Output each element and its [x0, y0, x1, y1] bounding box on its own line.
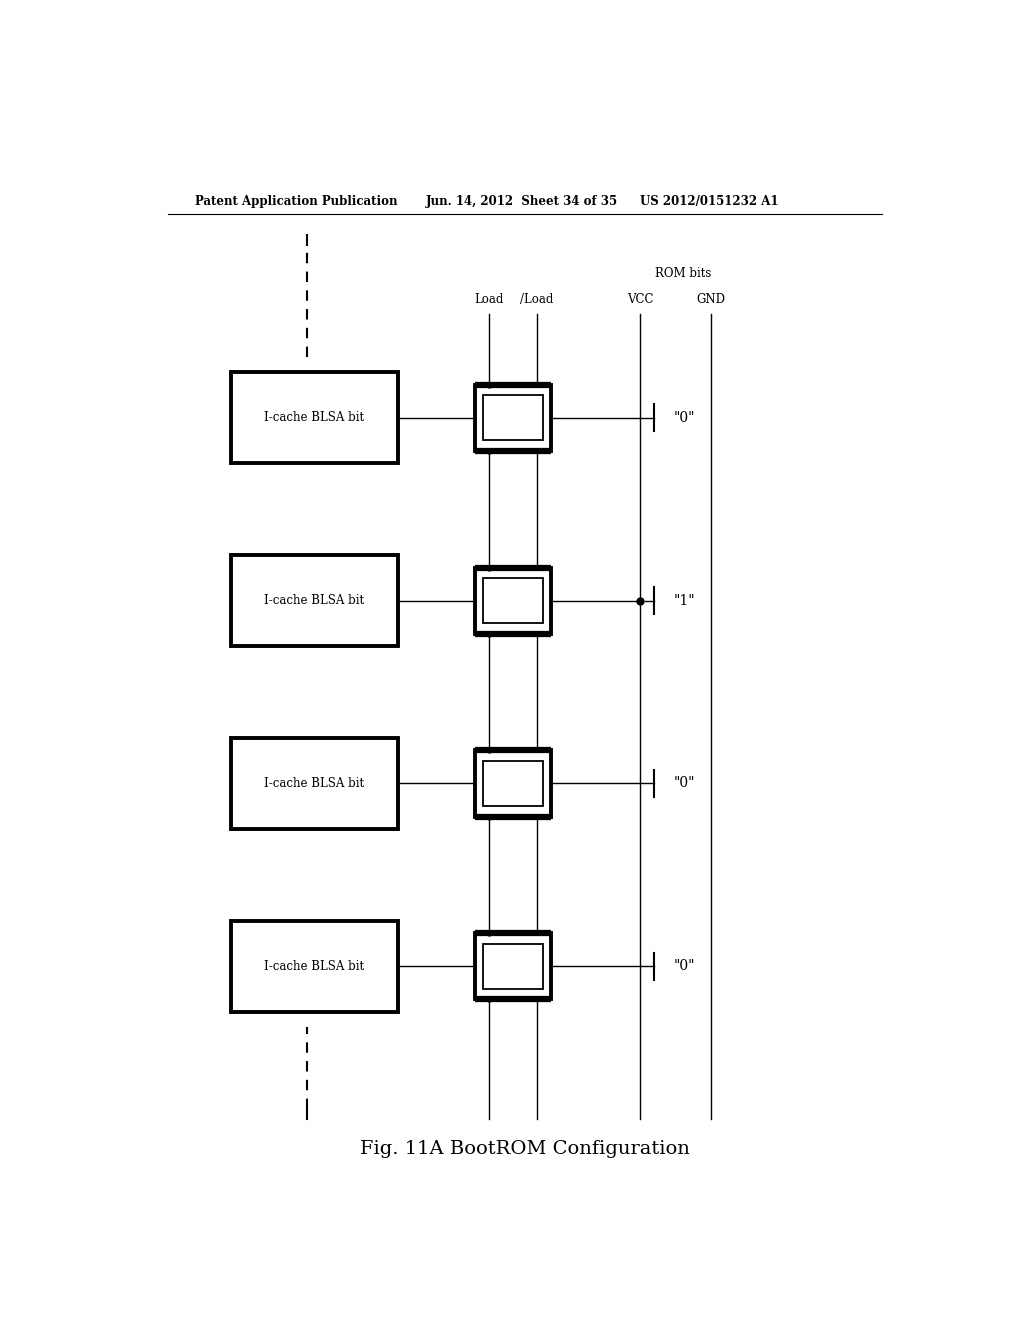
Text: "1": "1" — [674, 594, 695, 607]
Bar — [483, 760, 543, 807]
Bar — [475, 751, 551, 817]
Bar — [231, 738, 397, 829]
Text: "0": "0" — [674, 776, 695, 791]
Text: US 2012/0151232 A1: US 2012/0151232 A1 — [640, 194, 778, 207]
Bar — [475, 384, 551, 450]
Text: I-cache BLSA bit: I-cache BLSA bit — [264, 960, 365, 973]
Bar — [231, 554, 397, 647]
Bar — [231, 921, 397, 1012]
Text: Load: Load — [474, 293, 504, 306]
Bar — [475, 933, 551, 999]
Bar — [483, 944, 543, 989]
Text: /Load: /Load — [520, 293, 553, 306]
Text: Patent Application Publication: Patent Application Publication — [196, 194, 398, 207]
Text: I-cache BLSA bit: I-cache BLSA bit — [264, 594, 365, 607]
Bar — [483, 578, 543, 623]
Text: I-cache BLSA bit: I-cache BLSA bit — [264, 411, 365, 424]
Text: Fig. 11A BootROM Configuration: Fig. 11A BootROM Configuration — [359, 1140, 690, 1159]
Text: Jun. 14, 2012  Sheet 34 of 35: Jun. 14, 2012 Sheet 34 of 35 — [426, 194, 617, 207]
Text: "0": "0" — [674, 411, 695, 425]
Bar — [475, 568, 551, 634]
Text: VCC: VCC — [627, 293, 653, 306]
Bar — [483, 395, 543, 441]
Text: GND: GND — [696, 293, 726, 306]
Bar — [231, 372, 397, 463]
Text: "0": "0" — [674, 960, 695, 973]
Text: ROM bits: ROM bits — [655, 268, 712, 280]
Text: I-cache BLSA bit: I-cache BLSA bit — [264, 777, 365, 789]
